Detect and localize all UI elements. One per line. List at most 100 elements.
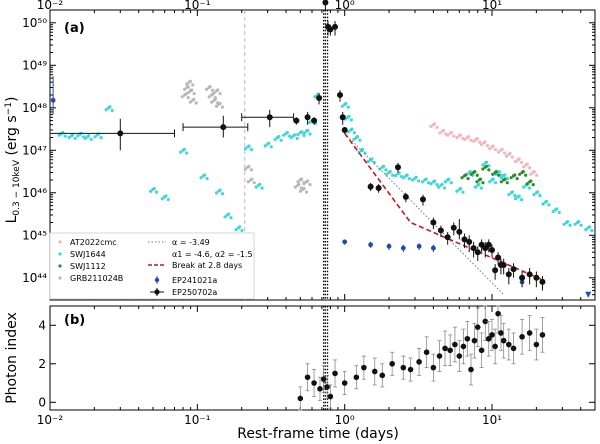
point-swj1644 [568,223,572,227]
point-ep250702a [361,364,367,371]
legend-label-ep241021a: EP241021a [172,276,217,285]
point-ep250702a [324,384,330,390]
point-swj1644 [258,182,262,187]
point-grb211024b [304,190,309,194]
point-swj1644 [447,177,451,181]
point-swj1644 [527,186,532,190]
point-swj1644 [263,144,267,148]
point-ep250702a [482,318,489,325]
point-ep250702a [456,228,463,235]
point-swj1644 [532,192,536,197]
point-swj1644 [372,160,376,165]
point-at2022cmc [469,138,473,142]
panel-b-data [297,305,546,411]
point-grb211024b [243,167,247,171]
point-swj1644 [484,160,489,164]
point-ep250702a [489,332,495,338]
legend-label-break: Break at 2.8 days [172,261,242,270]
legend-box [49,232,255,300]
point-at2022cmc [488,147,492,151]
point-swj1644 [414,175,418,179]
point-swj1644 [521,185,526,189]
y-tick-label-top: 10⁴⁹ [22,58,47,72]
point-swj1644 [436,185,441,189]
point-ep250702a [367,183,374,190]
legend-label-swj1644: SWJ1644 [70,250,106,259]
point-grb211024b [208,85,212,89]
point-swj1644 [497,170,501,174]
point-ep250702a [510,266,517,273]
point-ep250702a [341,127,348,134]
point-ep250702a [332,370,338,377]
point-ep250702a [500,261,507,268]
point-ep241021a [342,239,348,245]
point-ep250702a [526,271,533,278]
point-swj1644 [277,134,281,139]
point-swj1644 [519,198,524,202]
point-swj1644 [179,150,183,154]
point-swj1112 [505,181,509,185]
point-grb211024b [192,91,196,96]
point-grb211024b [191,83,195,87]
point-swj1644 [505,176,509,181]
point-at2022cmc [508,151,512,156]
point-swj1112 [499,180,503,184]
point-swj1112 [473,170,477,174]
point-ep250702a [341,380,348,386]
point-at2022cmc [535,173,539,177]
y-tick-label-top: 10⁴⁶ [22,186,47,200]
point-swj1644 [547,203,551,207]
point-at2022cmc [521,165,526,169]
point-ep250702a [464,335,471,342]
point-grb211024b [211,88,215,92]
point-ep250702a [394,164,401,171]
point-swj1644 [148,189,153,193]
point-swj1644 [352,137,356,141]
point-grb211024b [188,79,192,83]
point-swj1644 [63,134,67,138]
point-swj1644 [67,135,71,140]
point-swj1644 [410,178,415,182]
panel-a-label: (a) [64,21,85,36]
point-ep250702a [339,114,346,121]
point-ep250702a [533,274,540,281]
point-grb211024b [298,189,303,193]
point-swj1644 [449,181,453,185]
point-swj1644 [254,185,258,189]
point-swj1644 [73,136,77,141]
point-ep241021a [416,243,422,249]
point-swj1644 [370,157,374,161]
point-swj1644 [458,186,463,191]
point-swj1644 [420,180,425,184]
point-swj1644 [416,179,421,183]
point-ep250702a [460,343,467,350]
point-swj1644 [182,147,186,151]
point-at2022cmc [455,135,459,140]
y-tick-label-bottom: 0 [38,395,46,409]
point-swj1644 [302,131,306,135]
panel-a-frame [49,9,596,301]
point-swj1644 [295,136,299,141]
point-ep250702a [117,130,124,137]
legend-label-swj1112: SWJ1112 [70,262,106,271]
point-ep250702a [389,360,395,367]
point-grb211024b [247,164,251,168]
point-grb211024b [194,101,198,105]
point-swj1644 [442,186,447,190]
legend-marker-ep250702a [154,289,160,295]
legend-entry-swj1644: SWJ1644 [58,250,106,259]
point-swj1644 [507,192,511,197]
point-ep250702a [317,386,323,392]
point-at2022cmc [500,147,504,151]
point-at2022cmc [458,133,463,137]
point-swj1644 [468,170,472,174]
point-ep250702a [332,23,339,30]
point-swj1644 [234,227,238,232]
point-grb211024b [252,181,256,185]
point-grb211024b [293,185,297,189]
point-ep241021a [386,243,392,249]
point-grb211024b [218,91,222,96]
legend-marker-swj1644 [58,252,62,256]
panel-b-frame [49,305,596,411]
